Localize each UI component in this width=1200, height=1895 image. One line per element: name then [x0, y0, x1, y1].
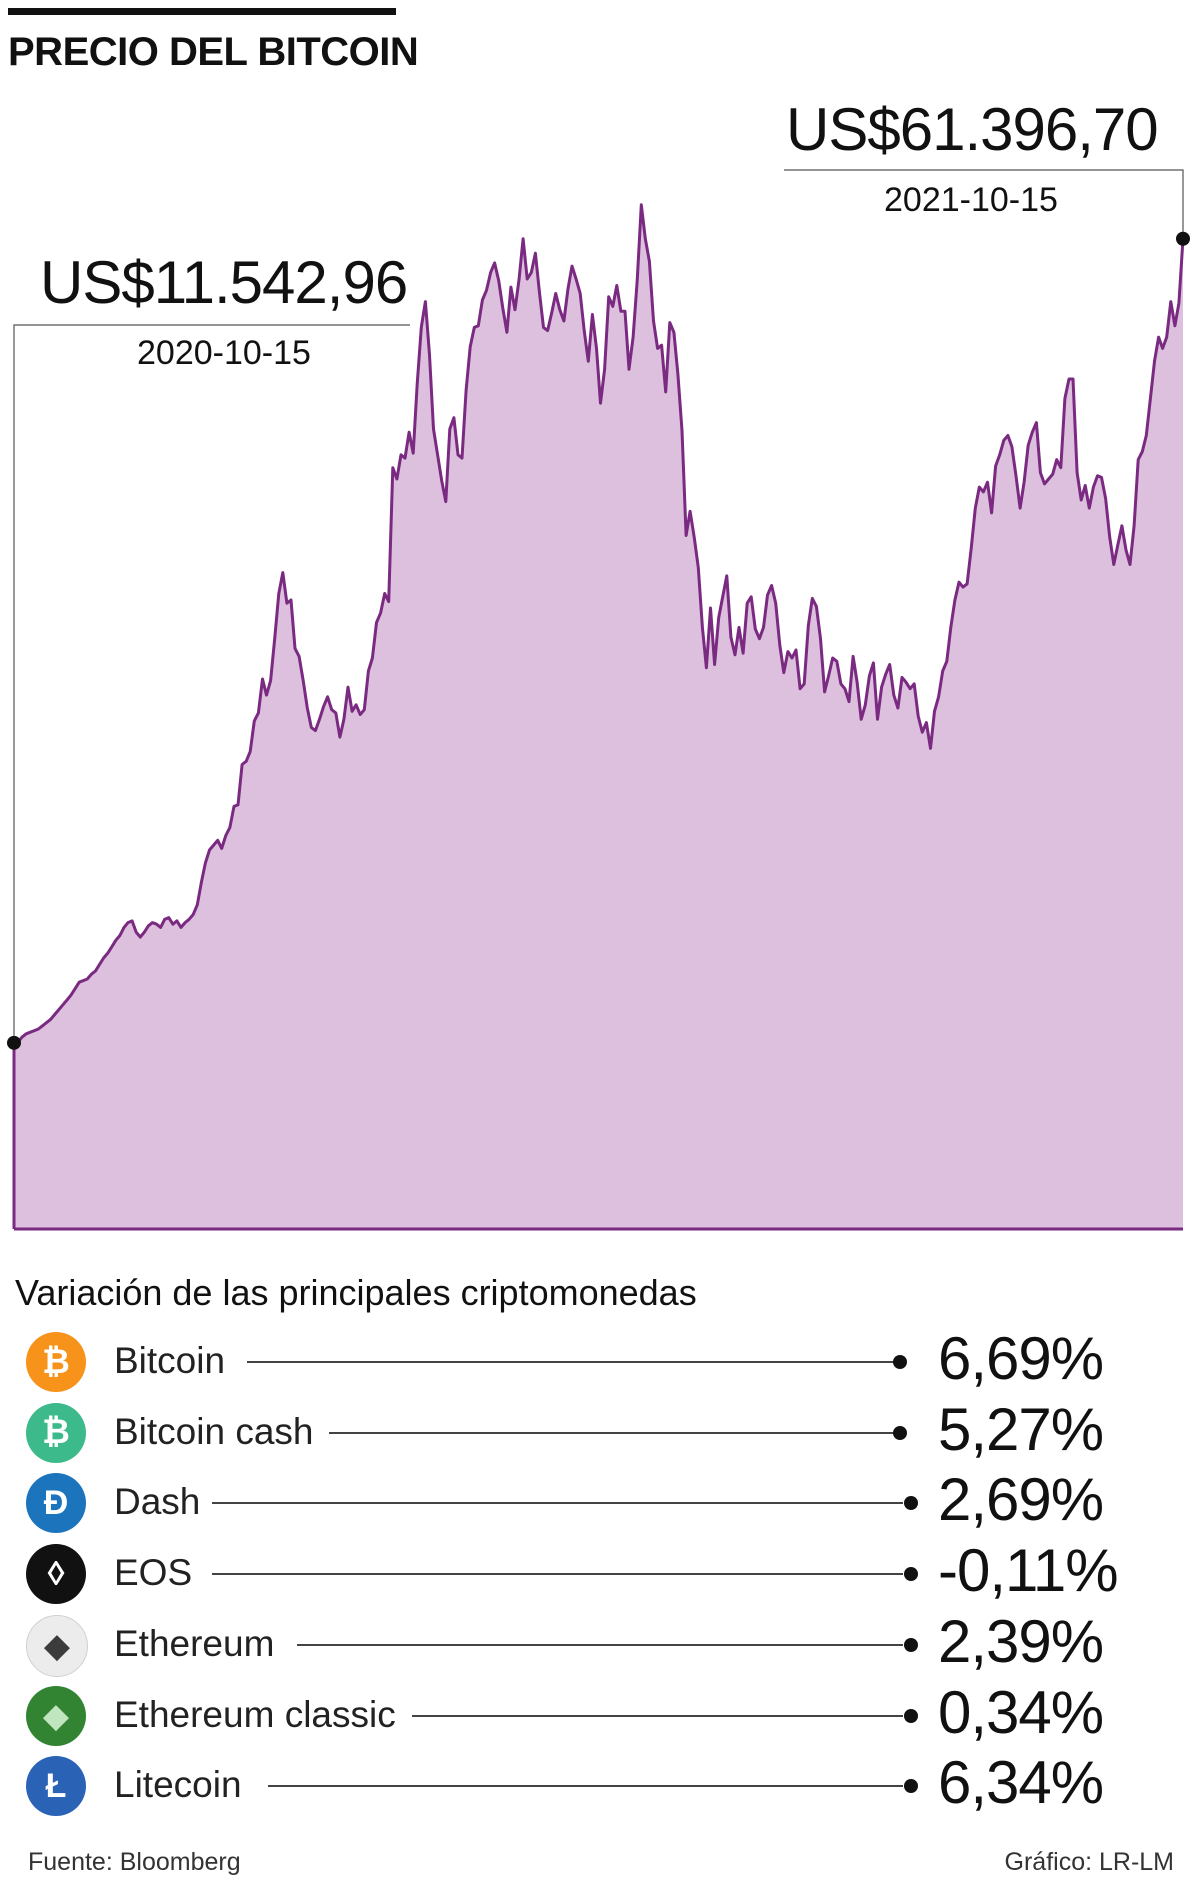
leader-dot — [893, 1425, 907, 1440]
end-date-label: 2021-10-15 — [884, 181, 1058, 219]
price-line — [13, 203, 1185, 1045]
title-rule — [8, 8, 396, 15]
coin-glyph: ◆ — [43, 1626, 71, 1665]
coin-name: Bitcoin cash — [114, 1410, 314, 1452]
coin-variation-value: 2,39% — [938, 1607, 1104, 1675]
coin-variation-value: 2,69% — [938, 1466, 1104, 1534]
start-callout-leader — [13, 324, 410, 1043]
start-point-marker — [7, 1035, 21, 1050]
end-callout-leader — [784, 169, 1184, 239]
bitcoin-icon: ₿ — [26, 1332, 86, 1392]
ethereum-icon: ◆ — [26, 1614, 88, 1677]
litecoin-icon: Ł — [26, 1756, 86, 1817]
eos-icon: ◊ — [26, 1544, 86, 1605]
leader-dot — [904, 1567, 918, 1582]
coin-glyph: ◊ — [47, 1554, 65, 1593]
coin-name: Ethereum — [114, 1622, 275, 1664]
coin-variation-value: 6,34% — [938, 1749, 1104, 1817]
dash-icon: Đ — [26, 1473, 86, 1534]
leader-line — [268, 1785, 903, 1788]
price-area — [14, 204, 1183, 1229]
coin-glyph: Đ — [43, 1483, 69, 1522]
coin-name: Ethereum classic — [114, 1693, 396, 1735]
leader-line — [247, 1361, 903, 1363]
crypto-row: Đ Dash 2,69% — [0, 1466, 1200, 1535]
leader-line — [212, 1502, 903, 1505]
chart-title: PRECIO DEL BITCOIN — [8, 30, 419, 74]
coin-glyph: ₿ — [42, 1413, 70, 1452]
coin-name: Dash — [114, 1481, 201, 1523]
crypto-row: ◆ Ethereum classic 0,34% — [0, 1679, 1200, 1748]
crypto-variation-title: Variación de las principales criptomoned… — [15, 1272, 697, 1313]
coin-name: EOS — [114, 1552, 193, 1594]
coin-variation-value: 0,34% — [938, 1678, 1104, 1746]
leader-dot — [893, 1355, 907, 1369]
crypto-row: ₿ Bitcoin cash 5,27% — [0, 1396, 1200, 1465]
ethereum-classic-icon: ◆ — [26, 1685, 86, 1746]
coin-variation-value: 5,27% — [938, 1395, 1104, 1463]
leader-line — [329, 1431, 903, 1434]
start-date-label: 2020-10-15 — [137, 334, 311, 372]
coin-glyph: ◆ — [42, 1696, 70, 1735]
leader-line — [212, 1573, 903, 1576]
coin-glyph: ₿ — [42, 1342, 70, 1381]
start-price-label: US$11.542,96 — [40, 249, 408, 316]
end-price-label: US$61.396,70 — [786, 96, 1159, 163]
coin-variation-value: -0,11% — [938, 1537, 1119, 1605]
crypto-row: ◊ EOS -0,11% — [0, 1537, 1200, 1606]
bitcoin-cash-icon: ₿ — [26, 1402, 86, 1463]
leader-dot — [904, 1779, 918, 1794]
end-point-marker — [1176, 231, 1190, 246]
coin-name: Litecoin — [114, 1764, 242, 1806]
leader-line — [297, 1643, 903, 1646]
coin-glyph: Ł — [45, 1766, 67, 1805]
leader-line — [412, 1714, 903, 1717]
leader-dot — [904, 1708, 918, 1723]
coin-name: Bitcoin — [114, 1340, 226, 1381]
price-area-chart — [7, 169, 1190, 1231]
leader-dot — [904, 1496, 918, 1511]
crypto-row: ◆ Ethereum 2,39% — [0, 1608, 1200, 1677]
source-note: Fuente: Bloomberg — [28, 1848, 241, 1876]
coin-variation-value: 6,69% — [938, 1325, 1104, 1392]
leader-dot — [904, 1637, 918, 1652]
crypto-row: Ł Litecoin 6,34% — [0, 1749, 1200, 1818]
crypto-row: ₿ Bitcoin 6,69% — [0, 1325, 1200, 1394]
credit-note: Gráfico: LR-LM — [1004, 1848, 1174, 1876]
